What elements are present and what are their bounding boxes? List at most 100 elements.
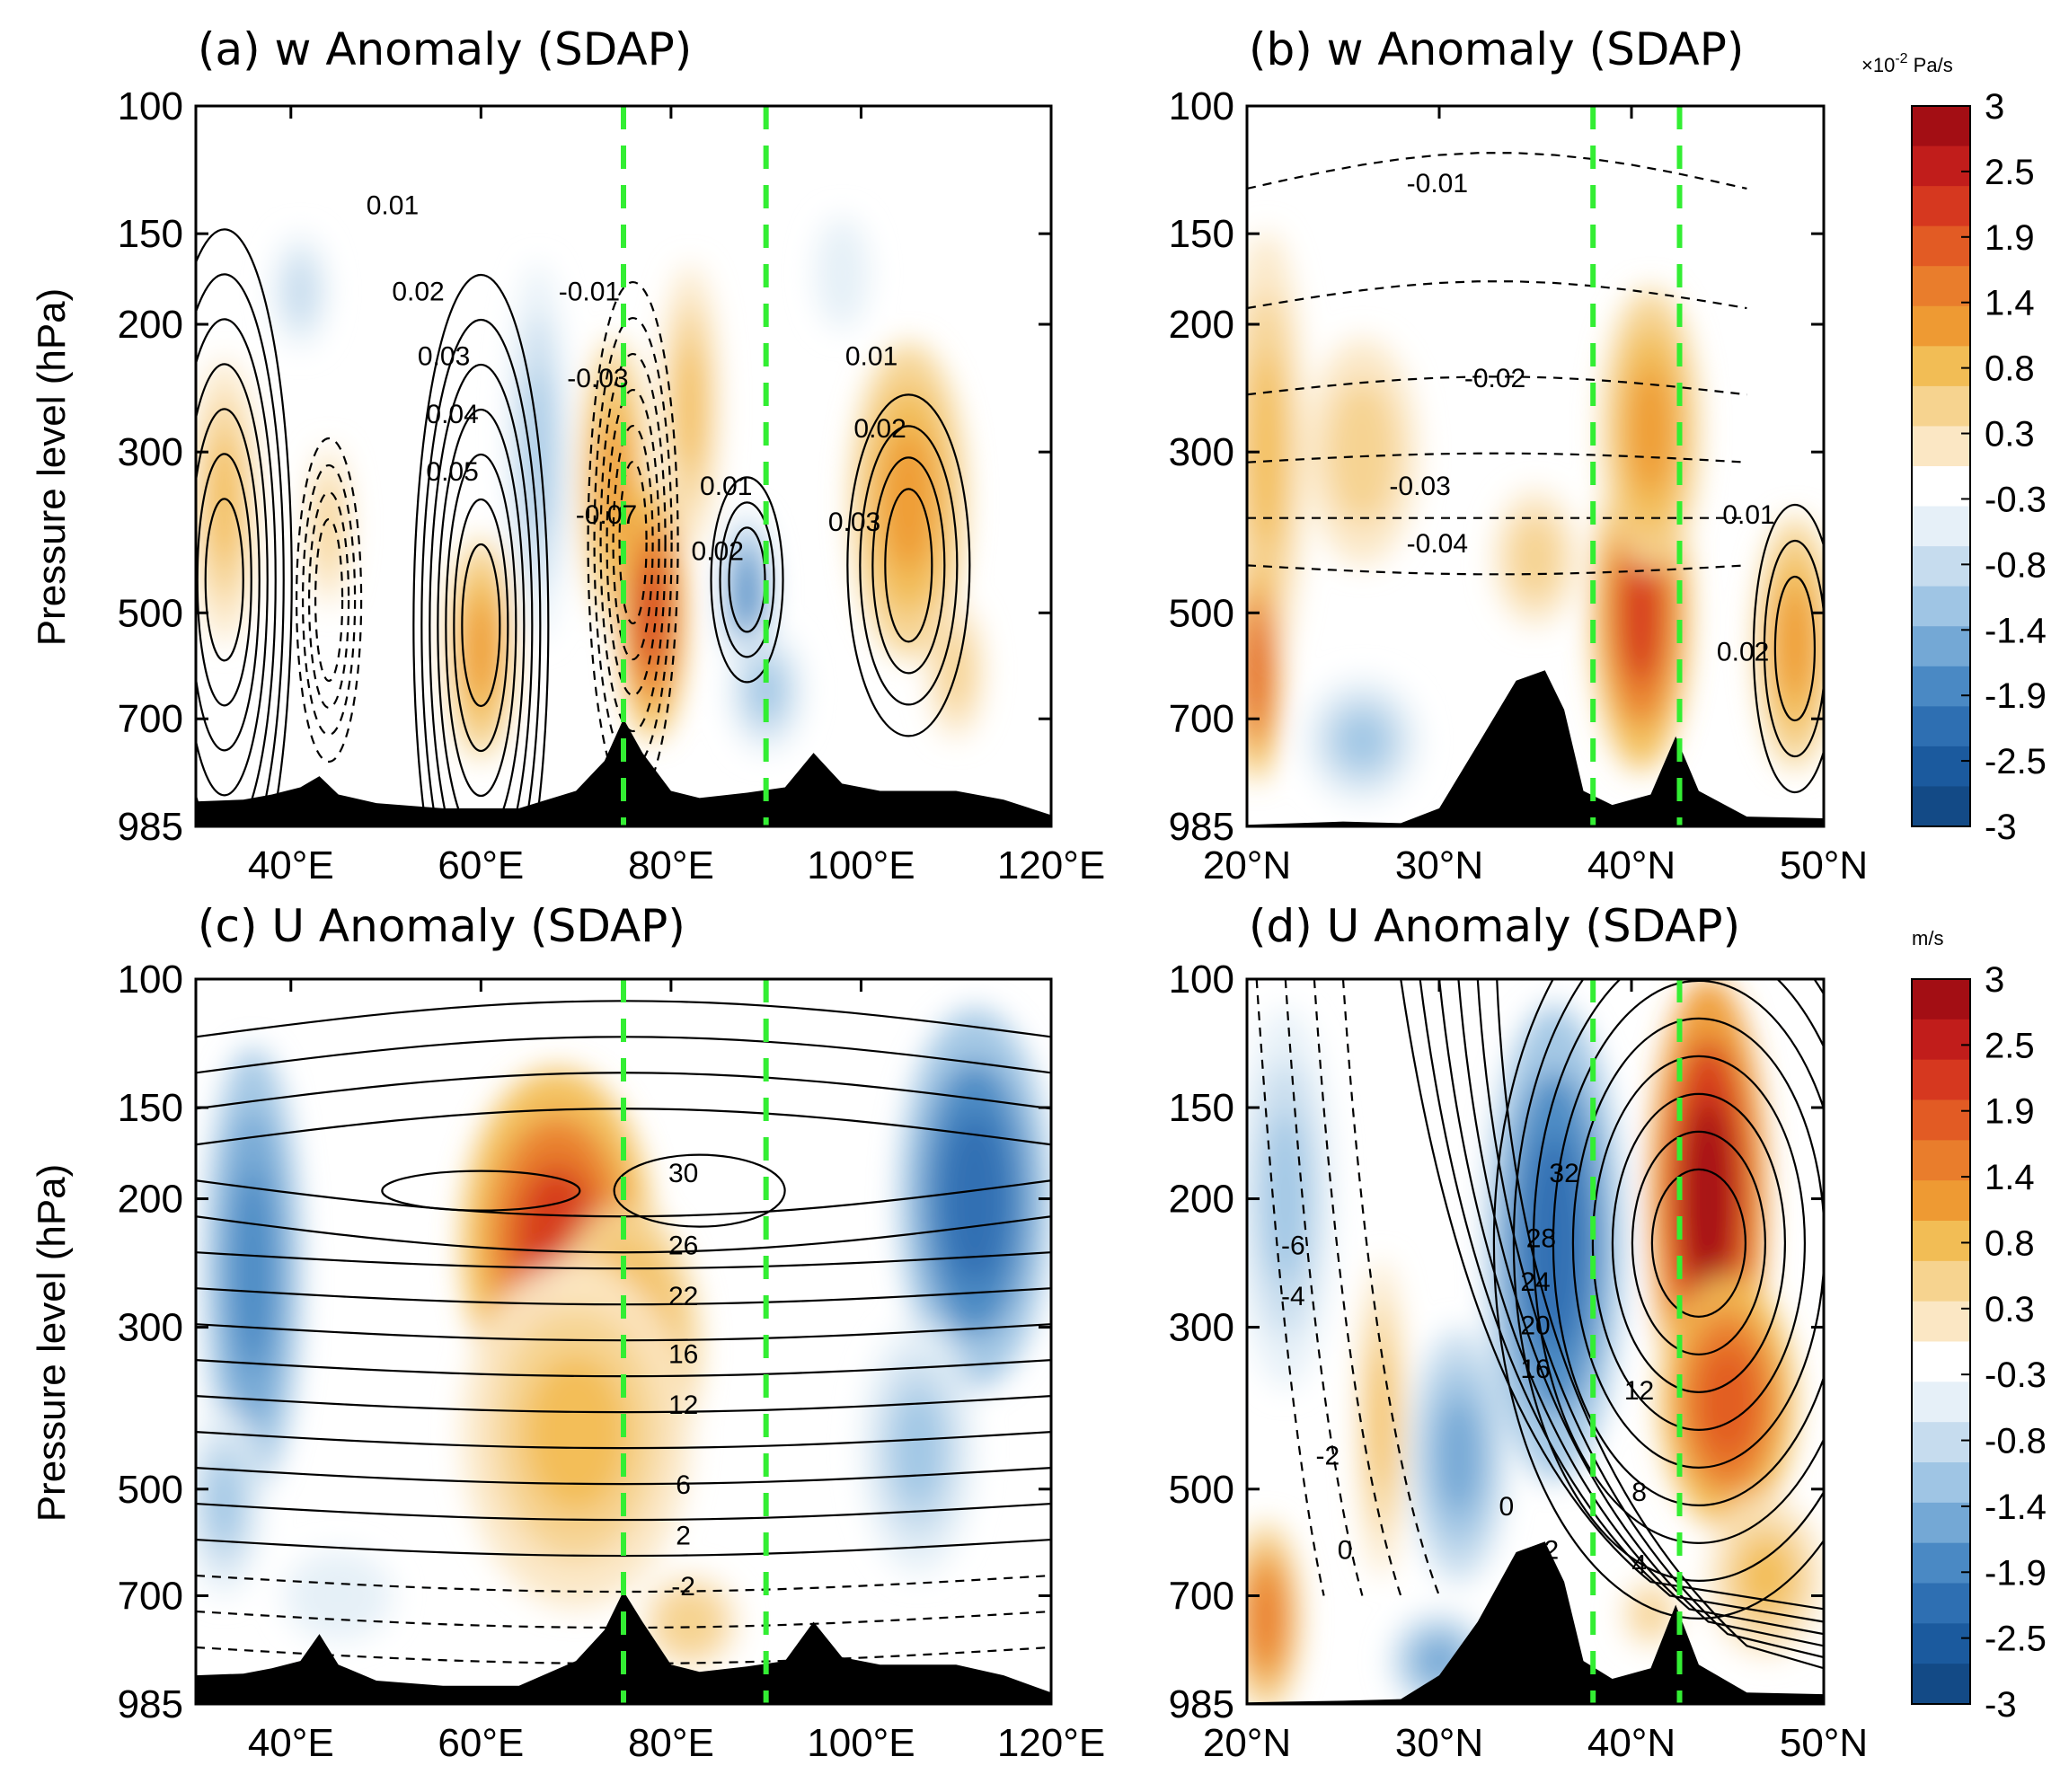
contour-lines [1247, 152, 1824, 794]
contour-line [728, 526, 766, 633]
contour-line [196, 453, 252, 707]
contour-label: 0.02 [392, 278, 444, 307]
panel-d: 32 28 24 20 16 12 8 4 -6 -4 -2 0 0 -2 100 150 200 300 500 7… [1169, 958, 1869, 1765]
contour-line [196, 318, 277, 826]
colorbar-segment [1912, 426, 1970, 467]
colorbar-tick-label: 3 [1985, 87, 2004, 127]
x-tick-label: 60°E [438, 1721, 524, 1765]
colorbar-tick-label: -2.5 [1985, 742, 2047, 781]
contour-line [196, 1538, 1051, 1558]
contour-label: 2 [676, 1521, 691, 1550]
contour-line [429, 364, 534, 826]
anomaly-blob [1336, 711, 1389, 769]
y-tick-label: 200 [1169, 303, 1234, 347]
x-tick-label: 100°E [807, 843, 915, 887]
contour-line [1247, 152, 1747, 190]
x-tick-label: 120°E [997, 843, 1105, 887]
contour-line [618, 460, 648, 625]
colorbar-tick-label: 1.9 [1985, 218, 2035, 258]
y-tick-label: 500 [1169, 1468, 1234, 1512]
anomaly-blob [1263, 1113, 1307, 1284]
contour-line [1419, 979, 1824, 1623]
contour-line [196, 1502, 1051, 1522]
contour-label: 0.03 [418, 342, 470, 372]
contour-label: -0.07 [576, 500, 637, 530]
contour-lines [196, 228, 971, 826]
contour-line [1247, 564, 1747, 576]
contour-line [1492, 979, 1824, 1620]
contour-line [204, 498, 244, 662]
panel-b: -0.01 -0.02 -0.03 -0.04 0.01 0.02 100 150 200 300… [1169, 84, 1869, 887]
colorbar-segment [1912, 1623, 1970, 1664]
plot-frame [194, 104, 1053, 828]
y-tick-label: 100 [118, 958, 183, 1002]
contour-label: 0.02 [692, 536, 744, 566]
anomaly-blob [1437, 1399, 1481, 1514]
plot-frame [194, 977, 1053, 1706]
contour-line [196, 408, 261, 752]
anomaly-blob [283, 255, 318, 327]
contour-line [196, 1467, 1051, 1486]
contour-line [196, 1215, 1051, 1254]
contour-line [1247, 280, 1747, 310]
anomaly-blob [465, 598, 496, 699]
colorbar-segment [1912, 1422, 1970, 1463]
anomaly-blob [882, 429, 934, 572]
contour-line [1571, 1017, 1824, 1469]
anomaly-blob [209, 437, 240, 565]
x-tick-label: 40°E [248, 1721, 334, 1765]
colorbar-tick-label: -3 [1985, 1685, 2017, 1725]
colorbar-segment [1912, 1180, 1970, 1222]
colorbar-segment [1912, 1059, 1970, 1101]
anomaly-blob [736, 558, 758, 630]
contour-label: -0.04 [1407, 529, 1468, 559]
anomaly-field [196, 216, 984, 759]
contour-label: 24 [1520, 1267, 1550, 1297]
colorbar-tick-label: 0.3 [1985, 1290, 2035, 1329]
x-tick-label: 30°N [1395, 843, 1483, 887]
colorbar-segment [1912, 346, 1970, 387]
contour-label: 20 [1520, 1311, 1550, 1340]
anomaly-blob [207, 1459, 242, 1545]
x-tick-label: 40°N [1587, 1721, 1676, 1765]
contour-label: 0.05 [426, 457, 478, 487]
contour-label: -0.03 [567, 364, 628, 393]
contour-label: 28 [1526, 1224, 1556, 1254]
x-tick-label: 40°E [248, 843, 334, 887]
colorbar-top: ×10-2 Pa/s 3 2.5 1.9 1.4 0.8 0.3 -0.3 -0.8 -1.4 -… [1861, 51, 2047, 847]
contour-line [301, 463, 357, 737]
contour-line [1752, 503, 1824, 794]
contour-line [314, 517, 344, 683]
y-tick-label: 700 [1169, 697, 1234, 741]
colorbar-segment [1912, 1542, 1970, 1585]
contour-line [1611, 1092, 1787, 1393]
contour-line [445, 453, 517, 798]
colorbar-segment [1912, 506, 1970, 547]
panel-b-title: (b) w Anomaly (SDAP) [1249, 23, 1744, 75]
contour-line [871, 456, 946, 675]
contour-label: -2 [671, 1572, 695, 1602]
contour-line [196, 1395, 1051, 1414]
contour-label: -2 [1534, 1536, 1559, 1566]
anomaly-blob [1739, 1541, 1792, 1613]
colorbar-segment [1912, 1099, 1970, 1141]
contour-label: 0.02 [1717, 638, 1769, 667]
contour-label: 0 [1338, 1536, 1353, 1566]
contour-line [846, 393, 971, 737]
contour-line [599, 352, 667, 733]
y-tick-label: 150 [118, 212, 183, 256]
contour-line [1532, 979, 1824, 1544]
anomaly-blob [1524, 1135, 1586, 1350]
anomaly-blobs [1247, 979, 1824, 1704]
colorbar-segment [1912, 586, 1970, 627]
colorbar-tick-label: 2.5 [1985, 153, 2035, 192]
colorbar-segment [1912, 1140, 1970, 1181]
contour-line [1773, 575, 1817, 722]
colorbar-segment [1912, 786, 1970, 827]
x-tick-label: 30°N [1395, 1721, 1483, 1765]
anomaly-blob [1249, 352, 1284, 552]
anomaly-field [1247, 231, 1824, 804]
contour-label: 12 [668, 1390, 698, 1420]
contour-line [1341, 979, 1441, 1596]
y-tick-label: 700 [118, 697, 183, 741]
